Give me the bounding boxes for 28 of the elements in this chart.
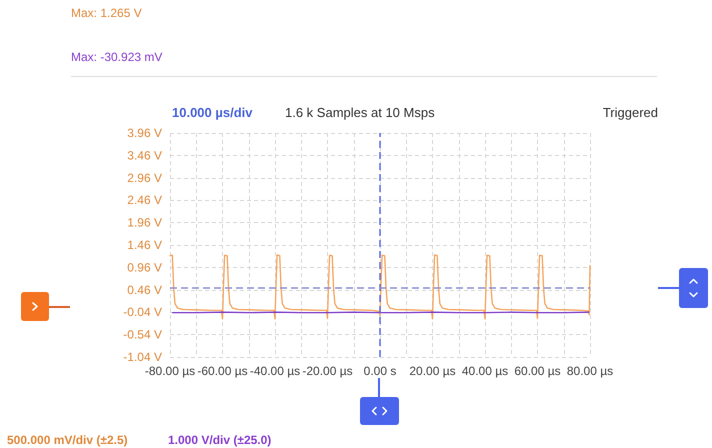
line-series — [169, 254, 591, 320]
y-tick-label: -1.04 V — [123, 350, 162, 364]
text: 10.000 µs/div — [172, 105, 252, 121]
text: 500.000 mV/div (±2.5) — [7, 432, 128, 448]
x-tick-label: 0.00 s — [364, 364, 396, 378]
y-tick-label: 0.46 V — [127, 282, 162, 297]
y-tick-label: -0.04 V — [123, 305, 162, 320]
x-tick-label: -20.00 µs — [302, 364, 353, 378]
y-tick-label: -0.54 V — [123, 328, 162, 342]
x-tick-label: -40.00 µs — [250, 364, 300, 378]
x-tick-label: 60.00 µs — [514, 364, 561, 378]
y-tick-label: 2.46 V — [127, 193, 162, 208]
text: Max: -30.923 mV — [71, 49, 162, 65]
text: 1.000 V/div (±25.0) — [168, 432, 272, 448]
x-tick-label: 80.00 µs — [566, 364, 614, 378]
x-tick-label: -80.00 µs — [144, 364, 196, 378]
y-tick-label: 3.46 V — [127, 148, 162, 162]
y-tick-label: 2.96 V — [127, 170, 162, 185]
y-tick-label: 3.96 V — [127, 126, 162, 140]
y-tick-label: 1.96 V — [127, 216, 162, 230]
text: Triggered — [602, 105, 658, 121]
x-tick-label: 40.00 µs — [462, 364, 508, 378]
text: Max: 1.265 V — [71, 5, 142, 21]
y-tick-label: 0.96 V — [127, 260, 162, 274]
x-tick-label: 20.00 µs — [409, 364, 456, 378]
text: 1.6 k Samples at 10 Msps — [285, 105, 435, 121]
y-tick-label: 1.46 V — [127, 238, 162, 252]
x-tick-label: -60.00 µs — [197, 364, 248, 378]
